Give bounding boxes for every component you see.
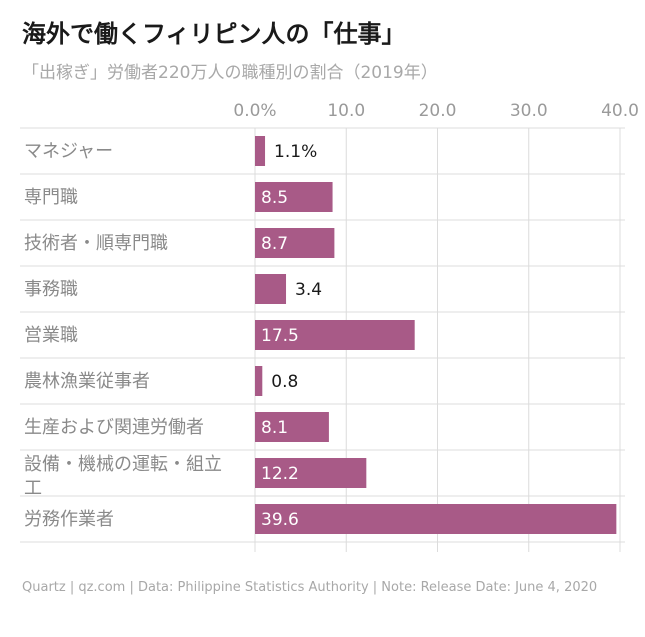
- bar-value-label: 17.5: [261, 326, 299, 346]
- chart-title: 海外で働くフィリピン人の「仕事」: [22, 20, 406, 48]
- bar-value-label: 0.8: [271, 372, 298, 392]
- category-label: 農林漁業従事者: [24, 371, 150, 392]
- category-label: 事務職: [24, 279, 78, 300]
- bar: [255, 504, 617, 534]
- x-tick-label: 40.0: [601, 101, 639, 121]
- bar-value-label: 1.1%: [274, 142, 317, 162]
- bar: [255, 366, 263, 396]
- bar: [255, 412, 329, 442]
- category-label: 専門職: [24, 187, 78, 208]
- x-tick-label: 20.0: [419, 101, 457, 121]
- bar: [255, 274, 287, 304]
- bar-value-label: 8.5: [261, 188, 288, 208]
- x-tick-label: 30.0: [510, 101, 548, 121]
- bar: [255, 228, 335, 258]
- bar-value-label: 39.6: [261, 510, 299, 530]
- bar-value-label: 3.4: [295, 280, 322, 300]
- category-labels: マネジャー専門職技術者・順専門職事務職営業職農林漁業従事者生産および関連労働者設…: [24, 141, 222, 530]
- x-axis-ticks: 0.0% 10.0 20.0 30.0 40.0: [233, 101, 639, 121]
- category-label: 生産および関連労働者: [24, 417, 204, 438]
- bar: [255, 136, 266, 166]
- category-label: マネジャー: [24, 141, 113, 162]
- category-label: 労務作業者: [24, 509, 114, 530]
- bar-value-label: 12.2: [261, 464, 299, 484]
- bar: [255, 182, 333, 212]
- bar-value-label: 8.7: [261, 234, 288, 254]
- x-tick-label: 10.0: [327, 101, 365, 121]
- x-tick-label: 0.0%: [233, 101, 276, 121]
- bar: [255, 458, 367, 488]
- source-footer: Quartz | qz.com | Data: Philippine Stati…: [22, 580, 598, 595]
- bars: [255, 136, 617, 534]
- category-label: 設備・機械の運転・組立工: [24, 454, 222, 499]
- category-label: 技術者・順専門職: [24, 233, 168, 254]
- bar: [255, 320, 415, 350]
- bar-value-label: 8.1: [261, 418, 288, 438]
- value-labels: 1.1% 8.5 8.7 3.4 17.5 0.8 8.1 12.2 39.6: [261, 142, 322, 530]
- chart-subtitle: 「出稼ぎ」労働者220万人の職種別の割合（2019年）: [22, 63, 438, 83]
- category-label: 営業職: [24, 325, 78, 346]
